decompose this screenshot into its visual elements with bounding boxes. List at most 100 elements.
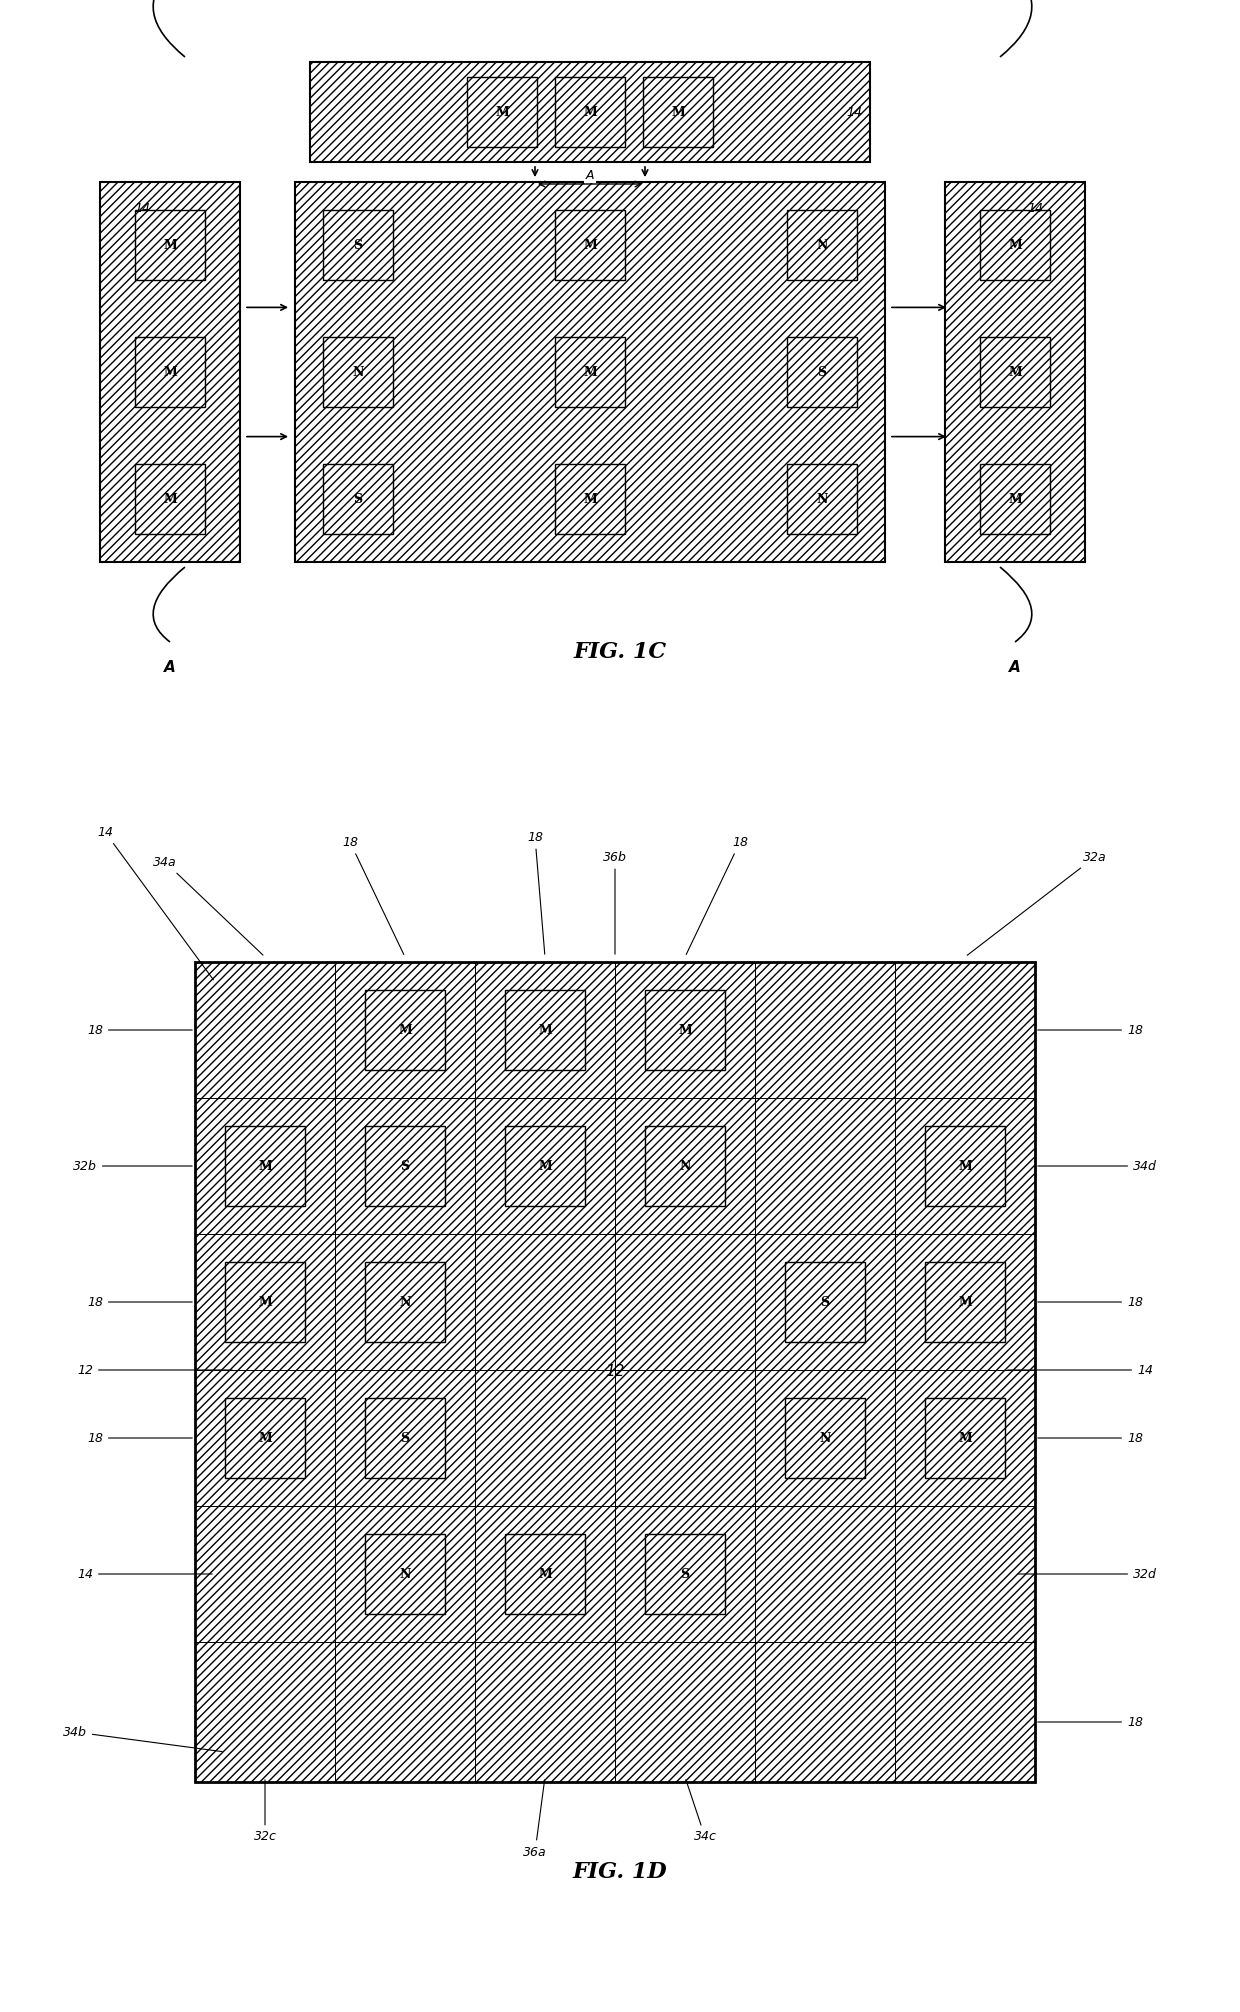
Bar [365, 1533, 445, 1614]
Text: M: M [538, 1567, 552, 1581]
Text: 36a: 36a [523, 1781, 547, 1859]
Text: 14: 14 [97, 825, 213, 980]
Text: 14: 14 [1008, 1364, 1153, 1376]
Bar [945, 181, 1085, 561]
Text: 14: 14 [1027, 201, 1043, 215]
Text: FIG. 1D: FIG. 1D [573, 1861, 667, 1883]
Text: FIG. 1C: FIG. 1C [573, 642, 667, 664]
Bar [135, 465, 205, 533]
Text: N: N [680, 1159, 691, 1173]
Text: S: S [353, 239, 362, 252]
Text: 18: 18 [342, 835, 404, 954]
Text: 18: 18 [1038, 1296, 1143, 1308]
Text: 36b: 36b [603, 851, 627, 954]
Text: M: M [538, 1024, 552, 1036]
Text: M: M [164, 239, 177, 252]
Text: M: M [583, 239, 596, 252]
Bar [925, 1127, 1004, 1205]
Bar [787, 336, 857, 406]
Bar [322, 336, 393, 406]
Text: N: N [399, 1567, 410, 1581]
Text: 18: 18 [1038, 1716, 1143, 1728]
Text: A: A [164, 660, 176, 674]
Bar [310, 62, 870, 163]
Text: M: M [164, 366, 177, 378]
Text: 34c: 34c [686, 1781, 717, 1843]
Text: M: M [164, 493, 177, 505]
Text: S: S [821, 1296, 830, 1308]
Text: 32b: 32b [73, 1159, 192, 1173]
Text: M: M [1008, 239, 1022, 252]
Text: M: M [258, 1431, 272, 1445]
Text: M: M [258, 1159, 272, 1173]
Text: M: M [583, 366, 596, 378]
Text: 14: 14 [846, 105, 862, 119]
Text: 18: 18 [686, 835, 748, 954]
Text: 18: 18 [527, 831, 544, 954]
Bar [925, 1398, 1004, 1479]
Text: M: M [583, 493, 596, 505]
Bar [224, 1398, 305, 1479]
Text: 18: 18 [1038, 1024, 1143, 1036]
Text: S: S [401, 1159, 409, 1173]
Text: 34d: 34d [1038, 1159, 1157, 1173]
Text: 18: 18 [87, 1431, 192, 1445]
Bar [224, 1127, 305, 1205]
Text: 32a: 32a [967, 851, 1107, 956]
Text: A: A [585, 169, 594, 181]
Text: M: M [495, 105, 508, 119]
Bar [505, 990, 585, 1070]
Bar [365, 990, 445, 1070]
Text: N: N [352, 366, 363, 378]
Text: N: N [816, 239, 827, 252]
Text: S: S [817, 366, 827, 378]
Bar [980, 209, 1050, 280]
Text: 14: 14 [77, 1567, 212, 1581]
Text: 32c: 32c [253, 1781, 277, 1843]
Bar [645, 990, 725, 1070]
Bar [785, 1262, 866, 1342]
Bar [365, 1262, 445, 1342]
Bar [980, 465, 1050, 533]
Text: 18: 18 [87, 1296, 192, 1308]
Bar [556, 76, 625, 147]
Bar [505, 1127, 585, 1205]
Bar [295, 181, 885, 561]
Text: A: A [1009, 660, 1021, 674]
Bar [556, 465, 625, 533]
Text: M: M [538, 1159, 552, 1173]
Bar [365, 1398, 445, 1479]
Bar [505, 1533, 585, 1614]
Text: 34b: 34b [63, 1726, 222, 1752]
Bar [644, 76, 713, 147]
Bar [556, 336, 625, 406]
Text: M: M [671, 105, 684, 119]
Bar [645, 1127, 725, 1205]
Bar [787, 209, 857, 280]
Text: M: M [258, 1296, 272, 1308]
Text: S: S [353, 493, 362, 505]
Text: M: M [1008, 493, 1022, 505]
Text: 34a: 34a [154, 855, 263, 956]
Text: M: M [959, 1431, 972, 1445]
Text: 12: 12 [582, 394, 599, 408]
Text: M: M [959, 1296, 972, 1308]
Bar [785, 1398, 866, 1479]
Bar [135, 336, 205, 406]
Bar [224, 1262, 305, 1342]
Bar [556, 209, 625, 280]
Bar [322, 465, 393, 533]
Text: 12: 12 [605, 1364, 625, 1380]
Text: 14: 14 [134, 201, 150, 215]
Bar [322, 209, 393, 280]
Text: 18: 18 [87, 1024, 192, 1036]
Text: S: S [681, 1567, 689, 1581]
Bar [925, 1262, 1004, 1342]
Text: N: N [820, 1431, 831, 1445]
Bar [100, 181, 241, 561]
Bar [645, 1533, 725, 1614]
Bar [467, 76, 537, 147]
Text: S: S [401, 1431, 409, 1445]
Bar [787, 465, 857, 533]
Text: M: M [959, 1159, 972, 1173]
